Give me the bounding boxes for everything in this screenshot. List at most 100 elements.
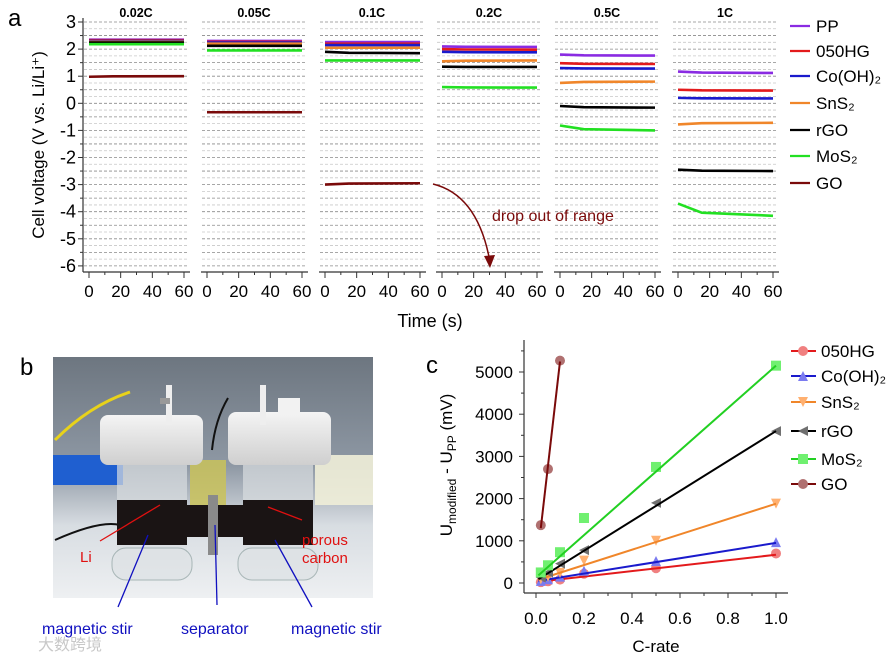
x-tick-label: 20 [464, 282, 483, 301]
label-separator: separator [181, 621, 249, 638]
x-tick-label: 20 [582, 282, 601, 301]
legend-label: SnS₂ [816, 94, 855, 113]
y-tick-label: -5 [60, 229, 76, 249]
series-line-SnS₂ [677, 121, 774, 126]
y-tick-label: -3 [60, 175, 76, 195]
x-tick-label: 20 [700, 282, 719, 301]
series-line-Co(OH)₂ [441, 50, 538, 54]
y-tick-label: 3000 [475, 447, 513, 466]
marker-triangle-down [579, 555, 589, 566]
panel-label-c: c [426, 352, 438, 379]
y-tick-label: -4 [60, 202, 76, 222]
marker-triangle-up [651, 556, 661, 567]
panel-a-voltage-chart: a -6 -5 -4 -3 -2 -1 0 1 2 3 Cell voltage (V vs. Li/… [8, 5, 881, 331]
marker-triangle-down [798, 397, 808, 407]
panel-label-b: b [20, 354, 33, 381]
separator-part [208, 495, 218, 555]
series-line-PP [441, 45, 538, 49]
x-tick-label: 60 [528, 282, 547, 301]
series-line-Co(OH)₂ [677, 96, 774, 100]
x-tick-label: 60 [175, 282, 194, 301]
marker-triangle-left [555, 558, 565, 569]
legend-label: MoS₂ [821, 450, 863, 469]
series-line-SnS₂ [559, 80, 656, 85]
subplot-title: 0.5C [594, 6, 620, 20]
subplot-0.2C: 0 20 40 60 0.2C [436, 6, 546, 301]
marker-triangle-down [651, 535, 661, 546]
y-title-part: - U [437, 451, 456, 478]
series-line-rGO [677, 168, 774, 173]
annotation-text: drop out of range [492, 208, 614, 225]
series-line-rGO [559, 104, 656, 109]
legend-label: rGO [821, 422, 853, 441]
fit-line [538, 541, 777, 582]
x-tick-label: 0 [320, 282, 329, 301]
black-wire-right [211, 397, 229, 451]
series-line-MoS₂ [559, 124, 656, 132]
x-tick-label: 0 [437, 282, 446, 301]
label-li: Li [80, 549, 92, 566]
x-tick-label: 0 [673, 282, 682, 301]
legend-label: GO [821, 475, 847, 494]
subplot-title: 0.1C [359, 6, 385, 20]
fit-line [537, 364, 777, 577]
subplot-0.05C: 0 20 40 60 0.05C [201, 6, 311, 301]
x-tick-label: 60 [764, 282, 783, 301]
x-tick-label: 40 [496, 282, 515, 301]
series-line-050HG [559, 61, 656, 66]
x-tick-label: 20 [229, 282, 248, 301]
yellow-wire [53, 390, 131, 442]
marker-triangle-up [771, 537, 781, 548]
series-line-050HG [441, 47, 538, 51]
y-axis-title: Cell voltage (V vs. Li/Li⁺) [29, 51, 48, 239]
y-tick-label: 2 [66, 39, 76, 59]
y-tick-label: 0 [504, 574, 513, 593]
subplot-0.5C: 0 20 40 60 0.5C [554, 6, 664, 301]
legend-c: 050HG Co(OH)₂ SnS₂ rGO MoS₂ GO [791, 342, 886, 494]
curved-arrow [432, 183, 491, 263]
photo-annotation-lines [99, 504, 313, 608]
y-title-part: modified [445, 479, 459, 524]
marker-triangle-up [798, 371, 808, 381]
y-tick-label: -6 [60, 256, 76, 276]
black-wire [54, 523, 121, 541]
x-tick-label: 40 [261, 282, 280, 301]
series-Co(OH)₂ [535, 537, 781, 586]
legend-label: PP [816, 17, 839, 36]
subplot-title: 0.2C [476, 6, 502, 20]
fit-line [538, 502, 777, 581]
series-line-Co(OH)₂ [559, 66, 656, 70]
x-tick-label: 40 [614, 282, 633, 301]
marker-circle [798, 346, 808, 356]
legend-label: rGO [816, 121, 848, 140]
series-line-PP [677, 70, 774, 75]
x-tick-label: 0 [555, 282, 564, 301]
marker-circle [771, 548, 781, 559]
x-tick-label: 20 [347, 282, 366, 301]
x-tick-label: 60 [646, 282, 665, 301]
legend-label: MoS₂ [816, 147, 858, 166]
legend-label: GO [816, 174, 842, 193]
marker-square [555, 547, 565, 558]
fit-line [537, 430, 777, 581]
y-tick-label: 3 [66, 12, 76, 32]
out-of-range-annotation: drop out of range [432, 183, 614, 268]
x-tick-label: 1.0 [764, 609, 788, 628]
y-title-part: (mV) [437, 394, 456, 436]
x-tick-label: 60 [411, 282, 430, 301]
x-tick-label: 60 [293, 282, 312, 301]
y-tick-label: 0 [66, 93, 76, 113]
subplot-title: 1C [717, 6, 733, 20]
subplot-0.1C: 0 20 40 60 0.1C [319, 6, 429, 301]
watermark: 大数跨境 [38, 635, 102, 654]
subplot-0.02C: 0 20 40 60 0.02C [83, 6, 193, 301]
x-tick-label: 40 [143, 282, 162, 301]
legend-a: PP 050HG Co(OH)₂ SnS₂ rGO MoS₂ GO [790, 17, 881, 193]
y-axis-title: Umodified - UPP (mV) [437, 394, 459, 537]
series-rGO [535, 426, 781, 583]
series-MoS₂ [535, 360, 781, 578]
arrowhead-icon [484, 255, 495, 268]
x-axis-title: C-rate [632, 637, 679, 656]
